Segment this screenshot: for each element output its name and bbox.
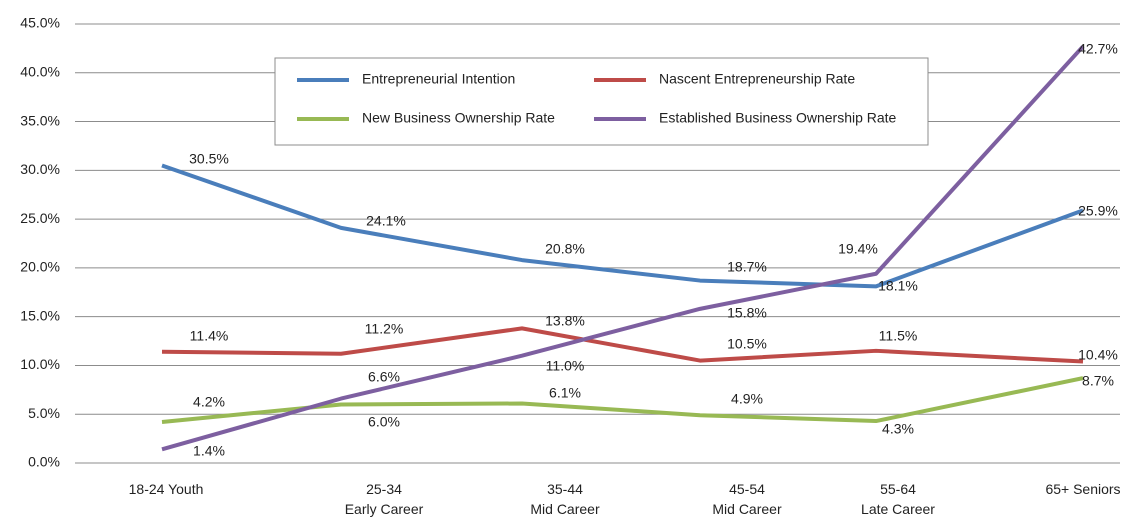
legend: Entrepreneurial Intention Nascent Entrepr… [274,57,929,146]
y-tick-label: 0.0% [28,454,60,470]
series-line [161,326,1084,364]
legend-label: New Business Ownership Rate [362,110,555,126]
y-tick-label: 45.0% [20,15,60,31]
y-tick-label: 30.0% [20,161,60,177]
data-label: 11.2% [365,321,404,337]
data-label: 6.0% [368,414,400,430]
data-label: 19.4% [838,241,878,257]
data-label: 6.6% [368,369,400,385]
x-tick-label: 45-54 Mid Career [712,481,782,517]
x-tick-label: 18-24 Youth [128,481,204,497]
data-label: 8.7% [1082,373,1114,389]
data-label: 1.4% [193,443,225,459]
y-tick-label: 35.0% [20,112,60,128]
data-label: 6.1% [549,385,581,401]
data-label: 11.5% [879,328,918,344]
data-label: 24.1% [366,213,406,229]
legend-label: Established Business Ownership Rate [659,110,897,126]
data-label: 25.9% [1078,203,1118,219]
legend-label: Entrepreneurial Intention [362,71,515,87]
legend-label: Nascent Entrepreneurship Rate [659,71,855,87]
y-tick-label: 20.0% [20,259,60,275]
y-tick-label: 25.0% [20,210,60,226]
data-label: 13.8% [545,313,585,329]
data-label: 18.7% [727,259,767,275]
data-label: 18.1% [878,278,918,294]
data-label: 10.4% [1078,347,1118,363]
data-label: 30.5% [189,151,229,167]
data-label: 10.5% [727,336,767,352]
x-tick-label: 25-34 Early Career [344,481,424,517]
data-label: 42.7% [1078,41,1118,57]
data-label: 4.9% [731,391,763,407]
series-line [161,163,1084,289]
data-label: 11.0% [546,358,585,374]
data-label: 4.3% [882,421,914,437]
data-label: 4.2% [193,394,225,410]
series-line [161,376,1084,425]
y-tick-label: 10.0% [20,356,60,372]
y-tick-label: 40.0% [20,63,60,79]
legend-box [274,57,929,146]
data-label: 11.4% [190,328,229,344]
x-tick-label: 55-64 Late Career [861,481,935,517]
y-tick-label: 15.0% [20,307,60,323]
series-line [161,45,1085,452]
data-label: 20.8% [545,241,585,257]
data-label: 15.8% [727,305,767,321]
y-tick-label: 5.0% [28,405,60,421]
x-tick-label: 65+ Seniors [1045,481,1121,497]
x-tick-label: 35-44 Mid Career [530,481,600,517]
